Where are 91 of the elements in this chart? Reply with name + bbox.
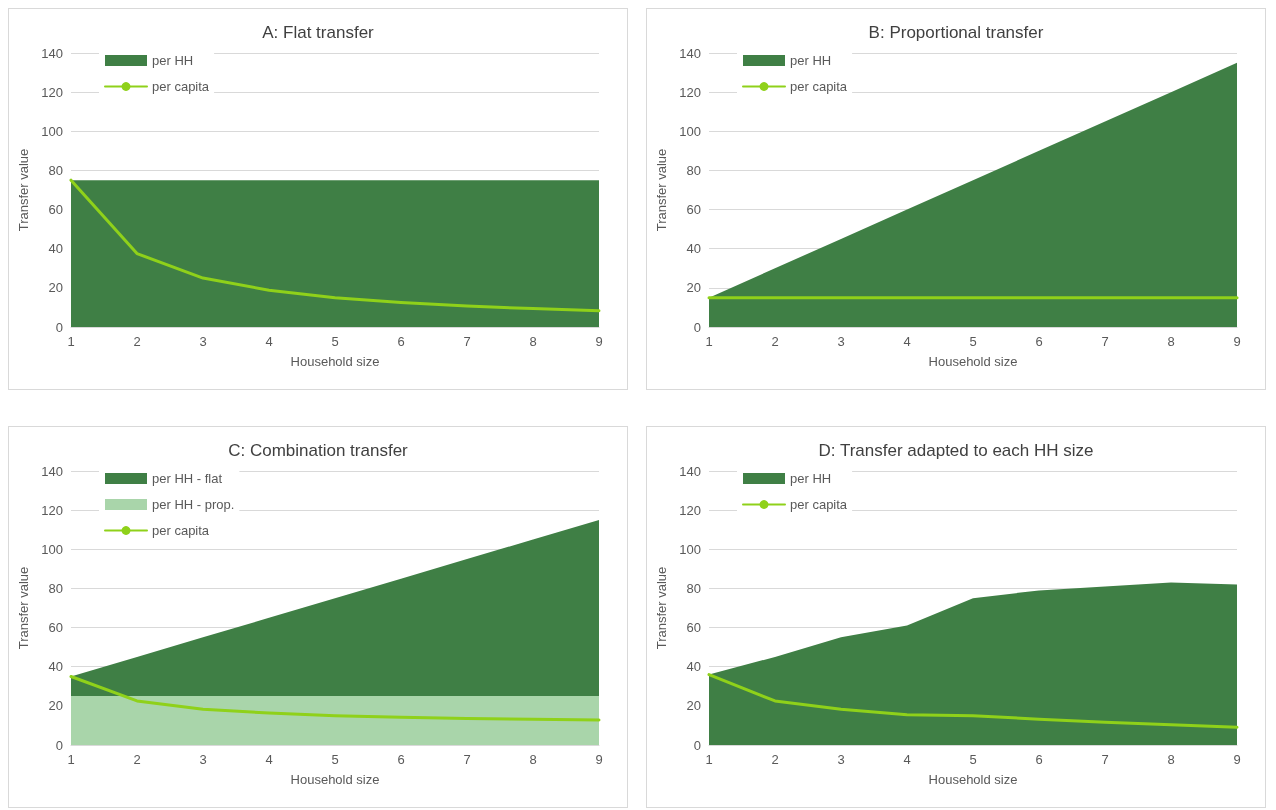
line-series bbox=[707, 673, 1239, 729]
y-tick-label: 40 bbox=[686, 659, 701, 675]
chart-title: D: Transfer adapted to each HH size bbox=[818, 441, 1094, 460]
x-tick-label: 3 bbox=[199, 752, 207, 767]
y-tick-label: 80 bbox=[48, 162, 63, 178]
y-tick-label: 140 bbox=[41, 45, 63, 61]
x-tick-label: 8 bbox=[1167, 752, 1175, 767]
y-tick-label: 20 bbox=[48, 280, 63, 296]
y-axis-title: Transfer value bbox=[16, 148, 32, 232]
x-tick-label: 9 bbox=[1233, 752, 1241, 767]
x-tick-label: 8 bbox=[1167, 334, 1175, 349]
x-tick-label: 4 bbox=[265, 334, 273, 349]
y-tick-label: 100 bbox=[679, 123, 701, 139]
y-tick-label: 100 bbox=[41, 123, 63, 139]
x-tick-label: 4 bbox=[903, 752, 911, 767]
x-tick-label: 2 bbox=[771, 752, 779, 767]
x-tick-label: 6 bbox=[397, 334, 405, 349]
x-tick-label: 4 bbox=[265, 752, 273, 767]
y-tick-label: 80 bbox=[686, 580, 701, 596]
x-tick-label: 8 bbox=[529, 752, 537, 767]
x-tick-label: 7 bbox=[463, 334, 471, 349]
y-axis-title: Transfer value bbox=[654, 148, 670, 232]
y-tick-label: 0 bbox=[55, 737, 63, 753]
x-tick-label: 1 bbox=[705, 752, 713, 767]
x-tick-label: 7 bbox=[1101, 334, 1109, 349]
x-tick-label: 5 bbox=[331, 334, 339, 349]
x-tick-label: 7 bbox=[463, 752, 471, 767]
legend-label: per capita bbox=[790, 497, 848, 512]
x-tick-label: 3 bbox=[199, 334, 207, 349]
legend-label: per HH bbox=[790, 53, 832, 68]
x-axis-title: Household size bbox=[290, 772, 380, 787]
x-axis-title: Household size bbox=[290, 354, 380, 369]
x-tick-label: 1 bbox=[67, 334, 75, 349]
x-tick-label: 6 bbox=[1035, 752, 1043, 767]
y-tick-label: 120 bbox=[41, 502, 63, 518]
legend-label: per HH bbox=[790, 471, 832, 486]
y-tick-label: 120 bbox=[679, 84, 701, 100]
y-tick-label: 20 bbox=[48, 698, 63, 714]
x-axis-title: Household size bbox=[928, 354, 1018, 369]
legend-label: per HH - flat bbox=[152, 471, 223, 486]
legend-label: per capita bbox=[152, 523, 210, 538]
y-tick-label: 140 bbox=[679, 45, 701, 61]
x-tick-label: 3 bbox=[837, 334, 845, 349]
x-tick-label: 5 bbox=[331, 752, 339, 767]
y-tick-label: 120 bbox=[679, 502, 701, 518]
x-tick-label: 6 bbox=[397, 752, 405, 767]
legend-label: per HH bbox=[152, 53, 194, 68]
y-tick-label: 80 bbox=[686, 162, 701, 178]
x-tick-label: 2 bbox=[771, 334, 779, 349]
chart-title: A: Flat transfer bbox=[262, 23, 375, 42]
legend-label: per capita bbox=[152, 79, 210, 94]
y-tick-label: 60 bbox=[686, 620, 701, 636]
y-axis-title: Transfer value bbox=[654, 566, 670, 650]
x-tick-label: 4 bbox=[903, 334, 911, 349]
y-tick-label: 40 bbox=[48, 659, 63, 675]
x-tick-label: 1 bbox=[705, 334, 713, 349]
y-tick-label: 100 bbox=[679, 541, 701, 557]
chart-title: B: Proportional transfer bbox=[868, 23, 1044, 42]
y-tick-label: 60 bbox=[48, 620, 63, 636]
x-tick-label: 5 bbox=[969, 752, 977, 767]
line-series bbox=[69, 675, 601, 722]
x-tick-label: 9 bbox=[595, 334, 603, 349]
y-tick-label: 140 bbox=[679, 463, 701, 479]
y-tick-label: 20 bbox=[686, 698, 701, 714]
legend-label: per capita bbox=[790, 79, 848, 94]
x-tick-label: 1 bbox=[67, 752, 75, 767]
x-tick-label: 2 bbox=[133, 752, 141, 767]
x-tick-label: 9 bbox=[1233, 334, 1241, 349]
y-tick-label: 80 bbox=[48, 580, 63, 596]
y-tick-label: 40 bbox=[48, 241, 63, 257]
y-tick-label: 100 bbox=[41, 541, 63, 557]
y-tick-label: 140 bbox=[41, 463, 63, 479]
y-tick-label: 40 bbox=[686, 241, 701, 257]
y-tick-label: 60 bbox=[686, 202, 701, 218]
chart-title: C: Combination transfer bbox=[228, 441, 409, 460]
y-tick-label: 0 bbox=[693, 737, 701, 753]
y-tick-label: 0 bbox=[55, 319, 63, 335]
y-axis-title: Transfer value bbox=[16, 566, 32, 650]
y-tick-label: 0 bbox=[693, 319, 701, 335]
x-tick-label: 5 bbox=[969, 334, 977, 349]
y-tick-label: 60 bbox=[48, 202, 63, 218]
x-tick-label: 6 bbox=[1035, 334, 1043, 349]
x-axis-title: Household size bbox=[928, 772, 1018, 787]
x-tick-label: 9 bbox=[595, 752, 603, 767]
y-tick-label: 120 bbox=[41, 84, 63, 100]
legend-label: per HH - prop. bbox=[152, 497, 235, 512]
x-tick-label: 2 bbox=[133, 334, 141, 349]
x-tick-label: 7 bbox=[1101, 752, 1109, 767]
y-tick-label: 20 bbox=[686, 280, 701, 296]
x-tick-label: 8 bbox=[529, 334, 537, 349]
x-tick-label: 3 bbox=[837, 752, 845, 767]
